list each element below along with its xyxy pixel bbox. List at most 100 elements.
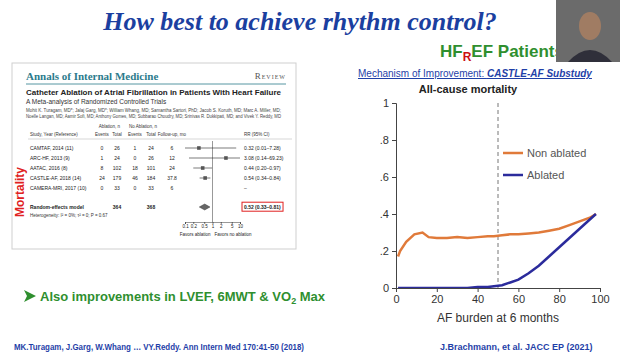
tick-mark (392, 214, 396, 215)
table-cell: 8 (101, 165, 104, 171)
tick-mark (600, 288, 601, 292)
citation: J.Brachmann, et al. JACC EP (2021) (440, 342, 592, 352)
table-rule (28, 139, 292, 140)
table-cell: 1 (101, 155, 104, 161)
heterogeneity: Heterogeneity: I² = 0%; τ² = 0; P = 0.67 (30, 213, 108, 218)
table-cell: 0 (101, 185, 104, 191)
tick-label: 1 (383, 97, 389, 109)
table-cell: 0.32 (0.01–7.28) (244, 145, 281, 151)
axis-line (392, 104, 397, 289)
journal-name: Annals of Internal Medicine (26, 70, 158, 82)
citation: MK.Turagam, J.Garg, W.Whang … VY.Reddy. … (14, 342, 304, 352)
tick-mark (392, 177, 396, 178)
tick: 2 (220, 222, 223, 229)
confidence-interval (185, 148, 236, 149)
legend-swatch (503, 174, 523, 177)
reference-line (498, 103, 499, 288)
heading-part: Mechanism of Improvement: (358, 68, 487, 79)
slide-subtitle: HFREF Patients (440, 42, 564, 64)
subtitle-part: R (463, 50, 472, 64)
table-cell: – (244, 185, 247, 191)
tick-label: .4 (380, 208, 389, 220)
table-cell: 6 (171, 185, 174, 191)
table-header: Events (128, 132, 143, 137)
legend-swatch (503, 152, 523, 155)
heading-part: CASTLE-AF Substudy (487, 68, 592, 79)
tick-mark (437, 288, 438, 292)
article-section: Review (255, 71, 286, 81)
tick-label: 60 (513, 293, 525, 305)
table-header: Ablation, n (99, 124, 121, 129)
tick-label: .6 (380, 171, 389, 183)
slide-title: How best to achieve rhythm control? (102, 7, 497, 36)
table-cell: 37.8 (167, 175, 177, 181)
table-header: Follow-up, mo (158, 132, 187, 137)
table-cell: 0 (101, 145, 104, 151)
tick: 80 (554, 288, 566, 305)
video-body (568, 50, 612, 62)
study-label: CAMERA-MRI, 2017 (10) (30, 185, 87, 191)
tick-mark (392, 140, 396, 141)
tick-mark (392, 251, 396, 252)
bullet-part: Also improvements in LVEF, 6MWT & VO (40, 289, 291, 304)
tick: 100 (591, 288, 609, 305)
series-line (398, 214, 596, 257)
tick-mark (392, 288, 396, 289)
tick-label: 0.1 (182, 224, 189, 229)
tick-label: 0.2 (191, 224, 198, 229)
table-cell: 33 (114, 185, 120, 191)
reference-line (212, 141, 213, 222)
axis-note: Favors no ablation (215, 232, 253, 237)
tick: .4 (380, 208, 396, 220)
forest-marks (185, 146, 240, 210)
article-title: Catheter Ablation of Atrial Fibrillation… (26, 88, 282, 97)
tick-mark (518, 288, 519, 292)
line-marks (398, 214, 596, 288)
table-cell: 24 (148, 145, 154, 151)
tick-label: .8 (380, 134, 389, 146)
bullet-part: Max (296, 289, 326, 304)
slide: How best to achieve rhythm control? HFREF… (0, 0, 620, 360)
tick-mark (559, 288, 560, 292)
tick-label: 5 (231, 224, 234, 229)
table-cell: 24 (99, 175, 105, 181)
tick-label: 0.5 (202, 224, 209, 229)
tick-label: 100 (591, 293, 609, 305)
tick: 10 (238, 222, 244, 229)
table-cell: 101 (147, 165, 156, 171)
table-cell: 18 (132, 165, 138, 171)
table-cell: 26 (148, 155, 154, 161)
table-cell: 33 (148, 185, 154, 191)
table-cell: 24 (114, 155, 120, 161)
table-cell: 368 (147, 204, 156, 210)
table-cell: 364 (113, 204, 122, 210)
background (0, 0, 620, 360)
table-header: No Ablation, n (129, 124, 158, 129)
table-cell: 0.54 (0.34–0.84) (244, 175, 281, 181)
tick: 0 (383, 282, 396, 294)
x-axis: 0 20 40 60 80 100 (393, 288, 609, 305)
table-cell: 3.08 (0.14–69.23) (244, 155, 284, 161)
tick: 0.1 (182, 222, 189, 229)
chart-title: All-cause mortality (419, 83, 518, 95)
table-cell: 0 (134, 185, 137, 191)
table-cell: 179 (113, 175, 122, 181)
header-rule (26, 84, 286, 85)
table-cell: 0.52 (0.33–0.81) (244, 204, 281, 210)
table-header: Events (95, 132, 110, 137)
table-cell: 6 (171, 145, 174, 151)
table-cell: 24 (169, 165, 175, 171)
study-label: AATAC, 2016 (8) (30, 165, 68, 171)
tick: 1 (383, 97, 396, 109)
table-cell: 102 (113, 165, 122, 171)
tick: 0 (393, 288, 399, 305)
x-axis: 0.10.2 0.512 5 10 (182, 222, 243, 229)
tick-label: 40 (472, 293, 484, 305)
study-label: CAMTAF, 2014 (11) (30, 145, 74, 151)
video-thumbnail (556, 0, 620, 62)
tick-label: 1 (212, 224, 215, 229)
video-face (579, 12, 601, 40)
subtitle-part: EF Patients (471, 42, 564, 61)
article-authors: Noelle Langan, MD; Aamir Sofi, MD; Antho… (26, 114, 282, 119)
tick-label: 20 (431, 293, 443, 305)
